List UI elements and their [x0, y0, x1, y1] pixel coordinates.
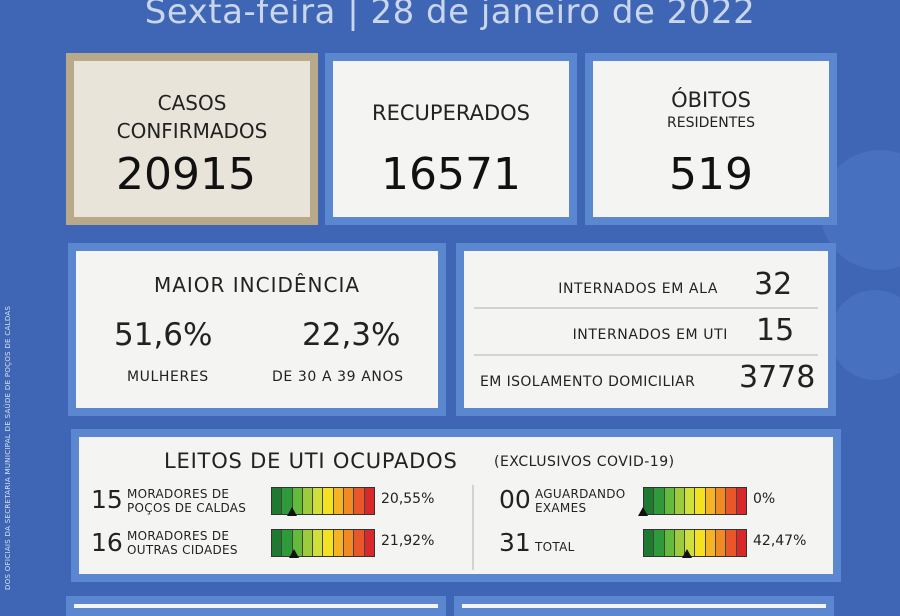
scale-segment — [716, 530, 727, 556]
scale-segment — [272, 530, 283, 556]
scale-segment — [302, 530, 314, 556]
icu-beds-card: LEITOS DE UTI OCUPADOS (EXCLUSIVOS COVID… — [71, 429, 841, 582]
scale-segment — [333, 530, 345, 556]
home-isolation-value: 3778 — [739, 360, 816, 395]
incidence-left-label: MULHERES — [127, 369, 209, 385]
bottom-card-left — [66, 596, 446, 616]
deaths-card: ÓBITOS RESIDENTES 519 — [585, 53, 837, 225]
scale-segment — [664, 488, 675, 514]
divider — [472, 485, 474, 570]
scale-segment — [695, 530, 706, 556]
page-date: Sexta-feira | 28 de janeiro de 2022 — [144, 0, 756, 32]
incidence-card: MAIOR INCIDÊNCIA 51,6% MULHERES 22,3% DE… — [68, 243, 446, 416]
incidence-left-value: 51,6% — [114, 317, 213, 353]
confirmed-cases-card: CASOS CONFIRMADOS 20915 — [66, 53, 318, 225]
scale-segment — [282, 530, 293, 556]
bed-label-line2: OUTRAS CIDADES — [127, 543, 238, 557]
bed-label-line2: POÇOS DE CALDAS — [127, 501, 247, 515]
occupancy-scale — [271, 529, 375, 557]
scale-segment — [344, 530, 355, 556]
bed-label-line1: MORADORES DE — [127, 529, 230, 543]
scale-segment — [685, 488, 696, 514]
icu-beds-subtitle: (EXCLUSIVOS COVID-19) — [494, 454, 675, 470]
deaths-value: 519 — [669, 149, 753, 200]
bed-label-line1: MORADORES DE — [127, 487, 230, 501]
bed-count: 15 — [91, 485, 123, 514]
occupancy-scale — [643, 529, 747, 557]
scale-segment — [674, 530, 686, 556]
occupancy-marker-icon — [288, 549, 299, 558]
scale-segment — [736, 530, 746, 556]
scale-segment — [282, 488, 293, 514]
bed-label-line2: EXAMES — [535, 501, 587, 515]
scale-segment — [323, 530, 334, 556]
scale-segment — [685, 530, 696, 556]
deaths-sublabel: RESIDENTES — [667, 115, 755, 131]
confirmed-cases-label-2: CONFIRMADOS — [116, 119, 268, 143]
scale-segment — [716, 488, 727, 514]
scale-segment — [344, 488, 355, 514]
occupancy-scale — [643, 487, 747, 515]
scale-segment — [333, 488, 345, 514]
bed-label-line1: TOTAL — [535, 540, 575, 554]
recovered-card: RECUPERADOS 16571 — [325, 53, 577, 225]
ward-label: INTERNADOS EM ALA — [558, 281, 718, 297]
scale-segment — [272, 488, 283, 514]
scale-segment — [323, 488, 334, 514]
incidence-right-label: DE 30 A 39 ANOS — [272, 369, 404, 385]
bed-percent: 42,47% — [753, 533, 807, 549]
scale-segment — [726, 530, 737, 556]
background-decoration — [830, 290, 900, 380]
scale-segment — [705, 530, 717, 556]
occupancy-scale — [271, 487, 375, 515]
confirmed-cases-value: 20915 — [116, 149, 256, 200]
scale-segment — [313, 530, 324, 556]
scale-segment — [292, 488, 303, 514]
scale-segment — [736, 488, 746, 514]
bed-label-line1: AGUARDANDO — [535, 487, 626, 501]
icu-label: INTERNADOS EM UTI — [572, 327, 728, 343]
scale-segment — [292, 530, 303, 556]
home-isolation-label: EM ISOLAMENTO DOMICILIAR — [480, 374, 696, 390]
bed-percent: 0% — [753, 491, 776, 507]
occupancy-marker-icon — [638, 507, 648, 516]
scale-segment — [302, 488, 314, 514]
scale-segment — [654, 488, 665, 514]
scale-segment — [354, 488, 365, 514]
scale-segment — [313, 488, 324, 514]
occupancy-marker-icon — [682, 549, 693, 558]
confirmed-cases-label-1: CASOS — [157, 91, 227, 115]
hospitalization-card: INTERNADOS EM ALA 32 INTERNADOS EM UTI 1… — [456, 243, 836, 416]
bed-count: 00 — [499, 485, 531, 514]
scale-segment — [695, 488, 706, 514]
icu-value: 15 — [756, 313, 795, 348]
scale-segment — [644, 488, 655, 514]
recovered-label: RECUPERADOS — [372, 101, 530, 125]
incidence-title: MAIOR INCIDÊNCIA — [153, 273, 361, 297]
scale-segment — [664, 530, 675, 556]
scale-segment — [726, 488, 737, 514]
deaths-label: ÓBITOS — [671, 88, 751, 112]
scale-segment — [674, 488, 686, 514]
recovered-value: 16571 — [381, 149, 521, 200]
bed-count: 31 — [499, 528, 531, 557]
ward-value: 32 — [754, 267, 793, 302]
bed-percent: 21,92% — [381, 533, 435, 549]
scale-segment — [354, 530, 365, 556]
bed-percent: 20,55% — [381, 491, 435, 507]
bottom-card-right — [454, 596, 834, 616]
scale-segment — [644, 530, 655, 556]
bed-count: 16 — [91, 528, 123, 557]
divider — [474, 307, 818, 309]
occupancy-marker-icon — [287, 507, 298, 516]
scale-segment — [654, 530, 665, 556]
icu-beds-title: LEITOS DE UTI OCUPADOS — [164, 449, 458, 473]
source-credit: DOS OFICIAIS DA SECRETARIA MUNICIPAL DE … — [4, 305, 12, 590]
scale-segment — [364, 530, 374, 556]
scale-segment — [705, 488, 717, 514]
divider — [474, 354, 818, 356]
incidence-right-value: 22,3% — [302, 317, 401, 353]
scale-segment — [364, 488, 374, 514]
